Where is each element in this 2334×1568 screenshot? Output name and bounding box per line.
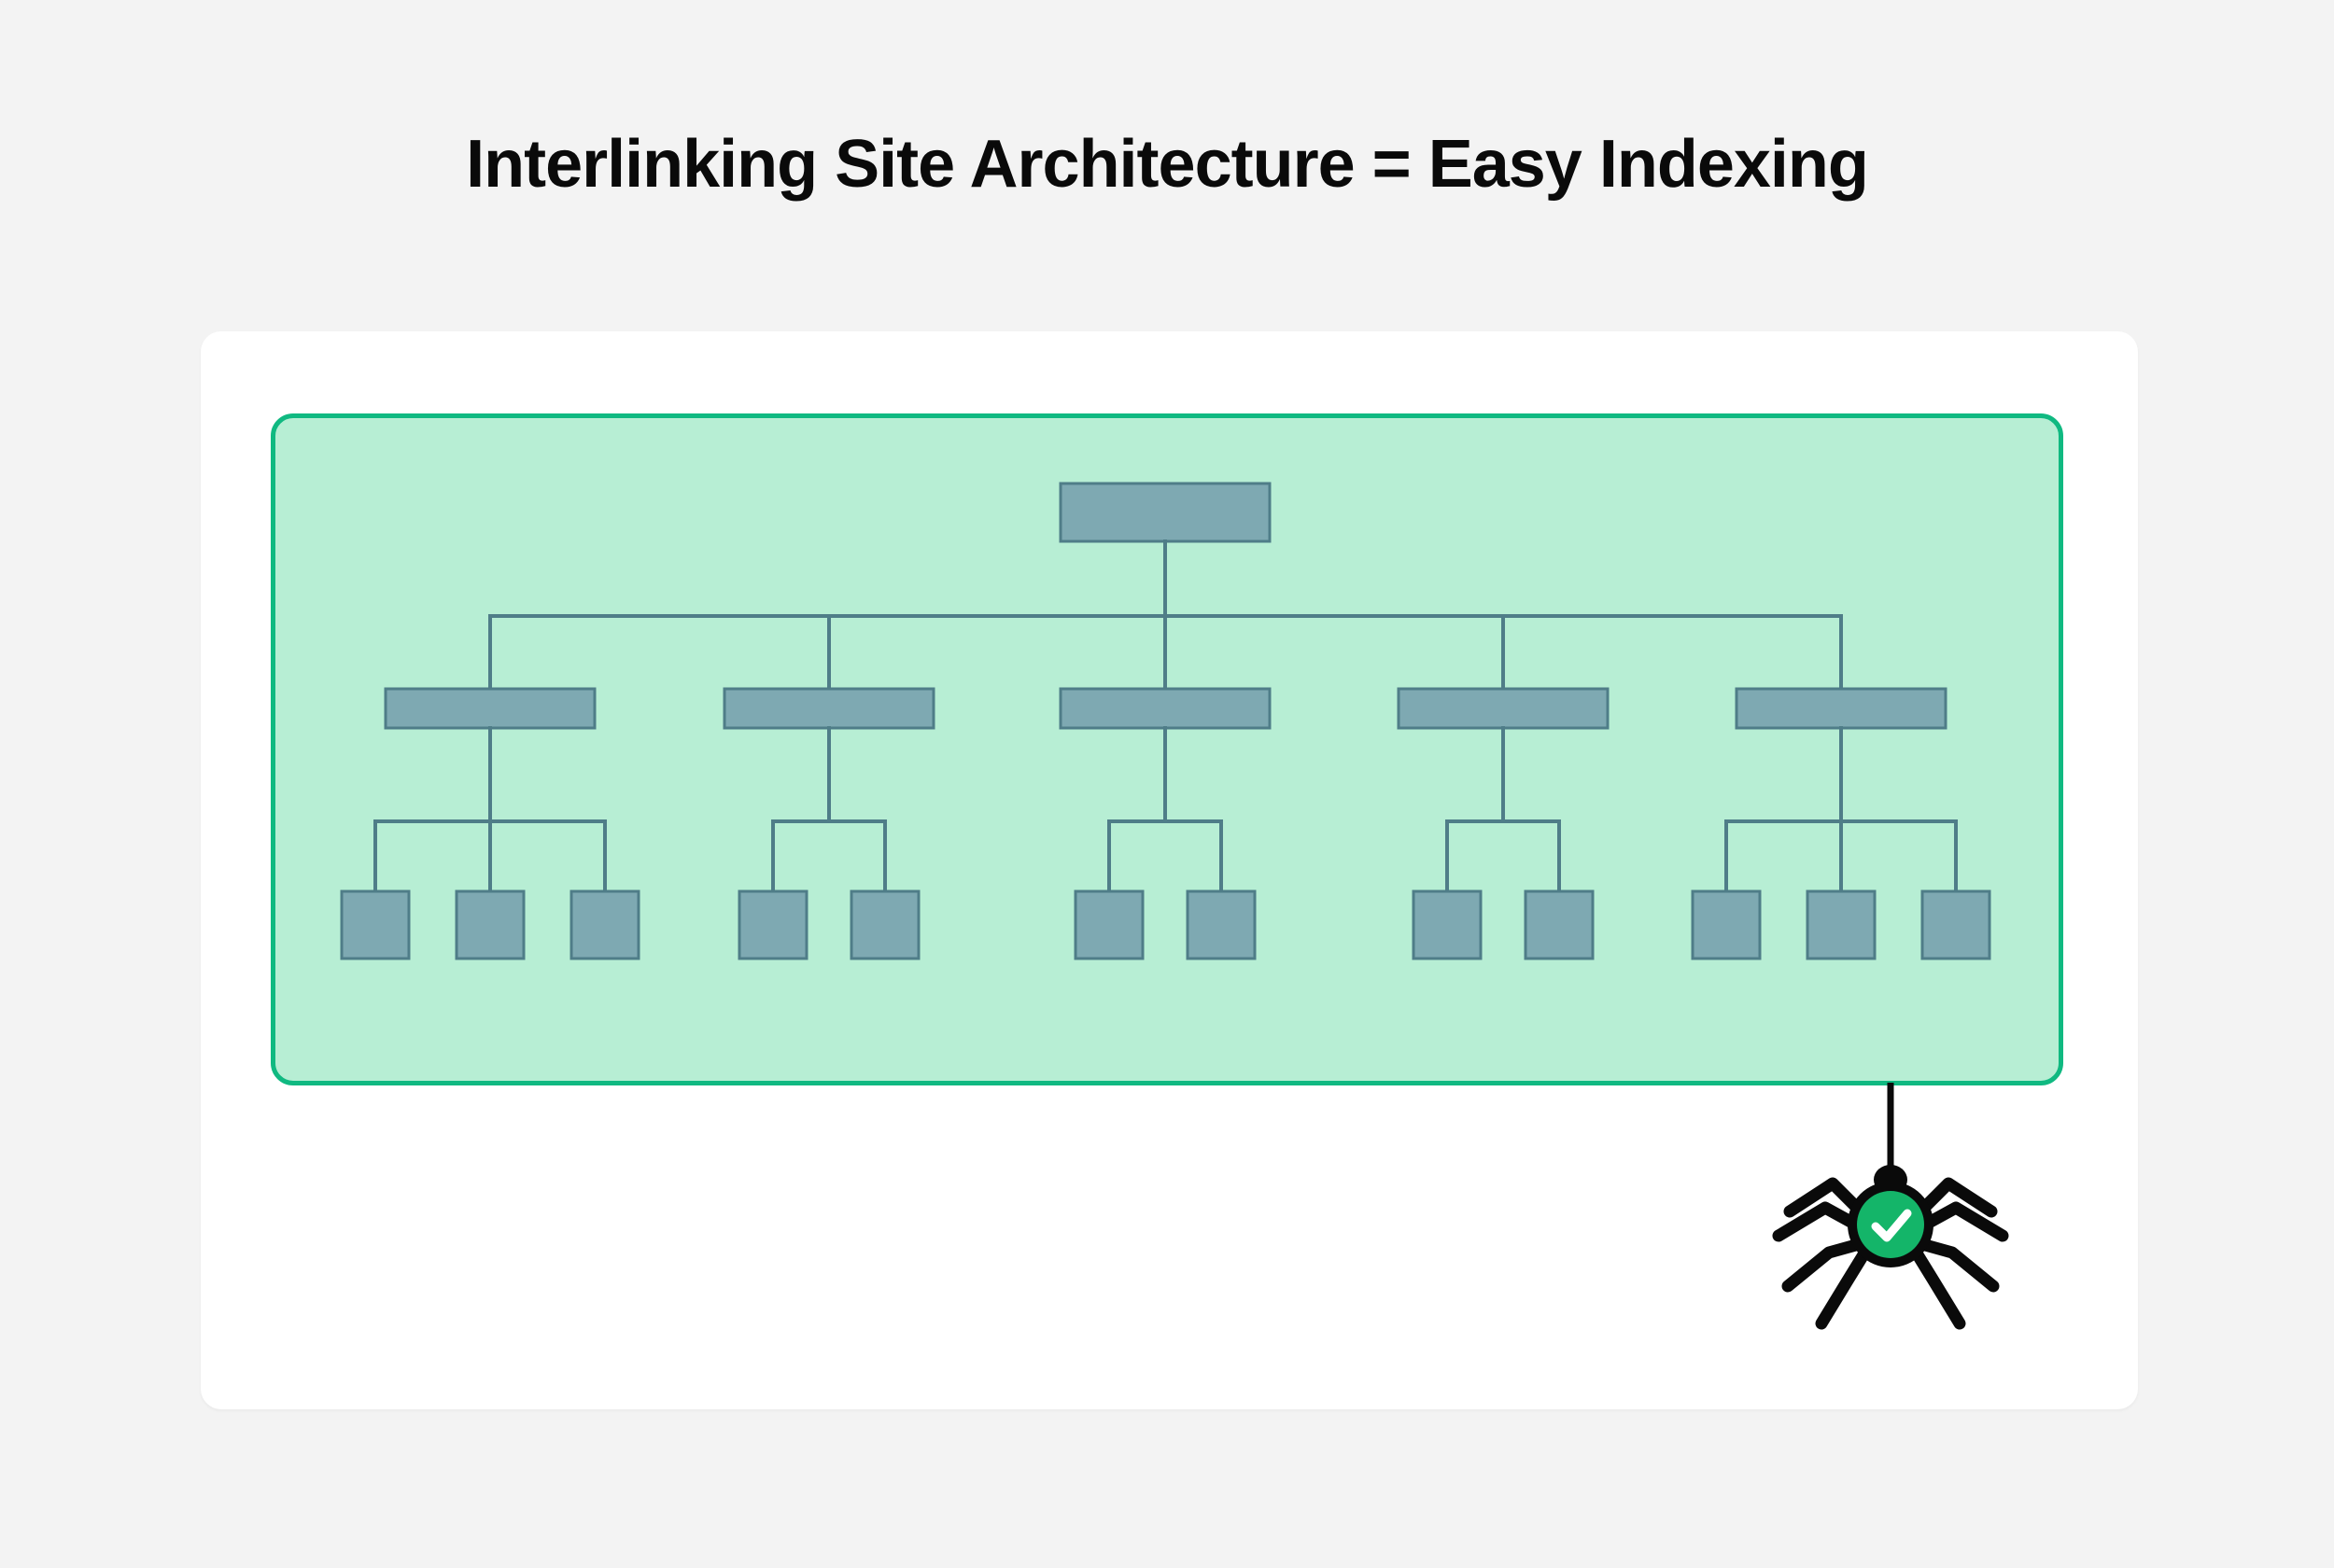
diagram-canvas: Interlinking Site Architecture = Easy In… [0,0,2334,1568]
spider-svg [1760,1083,2021,1353]
crawler-spider-icon [1760,1083,2021,1358]
